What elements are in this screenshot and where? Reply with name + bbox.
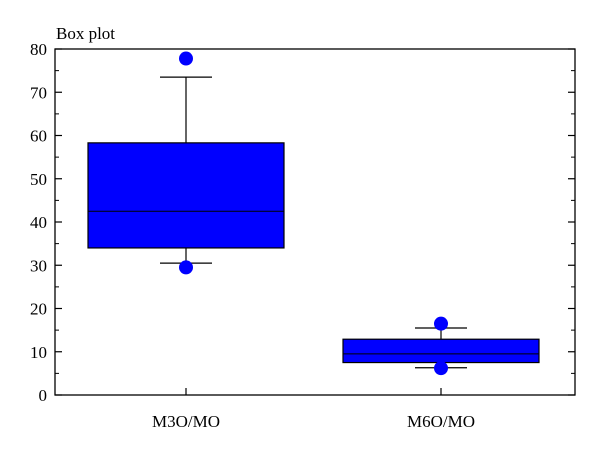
y-tick-label: 50 (30, 170, 47, 189)
y-tick-label: 80 (30, 40, 47, 59)
box-series-2 (342, 316, 540, 376)
outlier-point (434, 316, 448, 331)
x-tick-label: M6O/MO (407, 412, 475, 431)
y-tick-label: 60 (30, 127, 47, 146)
chart-title: Box plot (56, 24, 115, 43)
y-tick-label: 70 (30, 83, 47, 102)
plot-area: 0 10 20 30 40 50 60 70 80 M3O/MO M6O/MO (30, 40, 576, 431)
iqr-box (342, 338, 540, 364)
y-tick-label: 40 (30, 213, 47, 232)
y-tick-label: 0 (39, 386, 48, 405)
outlier-point (179, 51, 193, 66)
box-series-1 (87, 51, 285, 275)
iqr-box (87, 142, 285, 249)
outlier-point (179, 260, 193, 275)
y-tick-label: 20 (30, 300, 47, 319)
outlier-point (434, 361, 448, 376)
y-tick-label: 30 (30, 256, 47, 275)
y-tick-label: 10 (30, 343, 47, 362)
x-tick-label: M3O/MO (152, 412, 220, 431)
